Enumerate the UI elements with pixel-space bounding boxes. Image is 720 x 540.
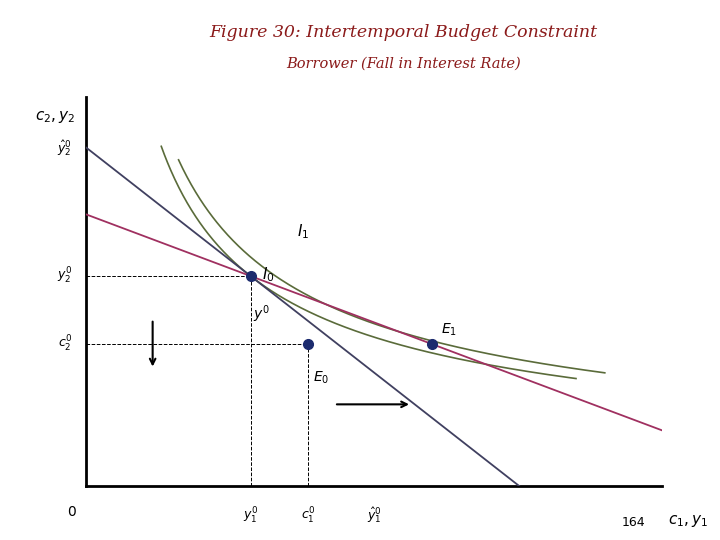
Text: $I_0$: $I_0$ — [262, 265, 275, 284]
Text: Figure 30: Intertemporal Budget Constraint: Figure 30: Intertemporal Budget Constrai… — [209, 24, 598, 41]
Text: $c_1^0$: $c_1^0$ — [301, 505, 315, 525]
Text: $E_0$: $E_0$ — [312, 369, 329, 386]
Text: Borrower (Fall in Interest Rate): Borrower (Fall in Interest Rate) — [286, 57, 521, 71]
Text: $c_1, y_1$: $c_1, y_1$ — [668, 513, 708, 529]
Text: $\hat{y}_2^0$: $\hat{y}_2^0$ — [57, 138, 72, 158]
Text: $y_1^0$: $y_1^0$ — [243, 505, 258, 525]
Text: $c_2, y_2$: $c_2, y_2$ — [35, 109, 75, 125]
Text: $E_1$: $E_1$ — [441, 322, 456, 338]
Text: $y_2^0$: $y_2^0$ — [57, 266, 72, 286]
Text: $I_1$: $I_1$ — [297, 222, 309, 241]
Text: $\hat{y}_1^0$: $\hat{y}_1^0$ — [367, 505, 382, 525]
Text: 0: 0 — [68, 505, 76, 519]
Text: 164: 164 — [622, 516, 645, 530]
Text: $y^0$: $y^0$ — [253, 303, 270, 325]
Text: $c_2^0$: $c_2^0$ — [58, 334, 72, 354]
